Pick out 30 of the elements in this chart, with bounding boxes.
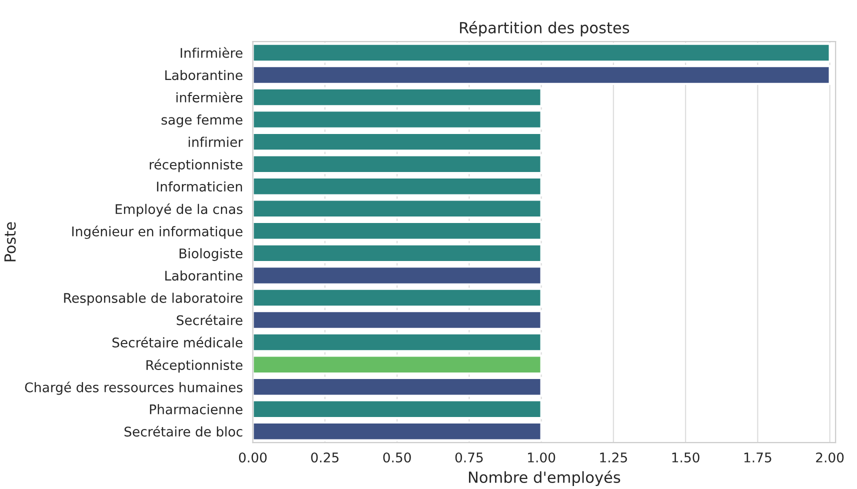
y-tick-label: Informaticien xyxy=(157,181,242,192)
y-tick-label: Ingénieur en informatique xyxy=(72,226,242,239)
y-tick-label: Laborantine xyxy=(165,70,242,80)
x-tick-label: 2.00 xyxy=(816,452,844,462)
x-tick-label: 0.75 xyxy=(455,452,483,462)
x-tick-label: 1.00 xyxy=(528,452,556,462)
y-tick-label: Secrétaire médicale xyxy=(112,336,242,348)
x-tick-label: 0.25 xyxy=(311,452,338,462)
y-tick-label: Pharmacienne xyxy=(150,404,242,414)
y-tick-label: Réceptionniste xyxy=(146,359,242,373)
x-tick-label: 1.75 xyxy=(744,452,772,462)
x-tick-label: 0.50 xyxy=(383,452,411,462)
x-tick-label: 0.00 xyxy=(238,452,267,462)
y-tick-label: Secrétaire de bloc xyxy=(124,426,242,437)
x-tick-label: 1.50 xyxy=(672,452,700,462)
chart-title: Répartition des postes xyxy=(460,21,630,36)
y-tick-label: Responsable de laboratoire xyxy=(64,292,242,306)
y-tick-label: Chargé des ressources humaines xyxy=(25,382,242,395)
y-tick-label: sage femme xyxy=(162,114,242,128)
x-tick-label: 1.25 xyxy=(600,452,627,462)
y-tick-label: Secrétaire xyxy=(176,314,242,326)
y-tick-label: Infirmière xyxy=(180,47,242,58)
y-tick-label: Biologiste xyxy=(180,248,242,261)
y-axis-title: Poste xyxy=(4,222,16,262)
y-tick-label: Employé de la cnas xyxy=(116,203,242,217)
y-tick-label: infirmier xyxy=(188,136,244,148)
x-axis-title: Nombre d'employés xyxy=(468,470,620,486)
y-tick-label: réceptionniste xyxy=(150,158,242,172)
y-tick-label: Laborantine xyxy=(165,270,242,281)
y-tick-label: infermière xyxy=(176,92,242,102)
